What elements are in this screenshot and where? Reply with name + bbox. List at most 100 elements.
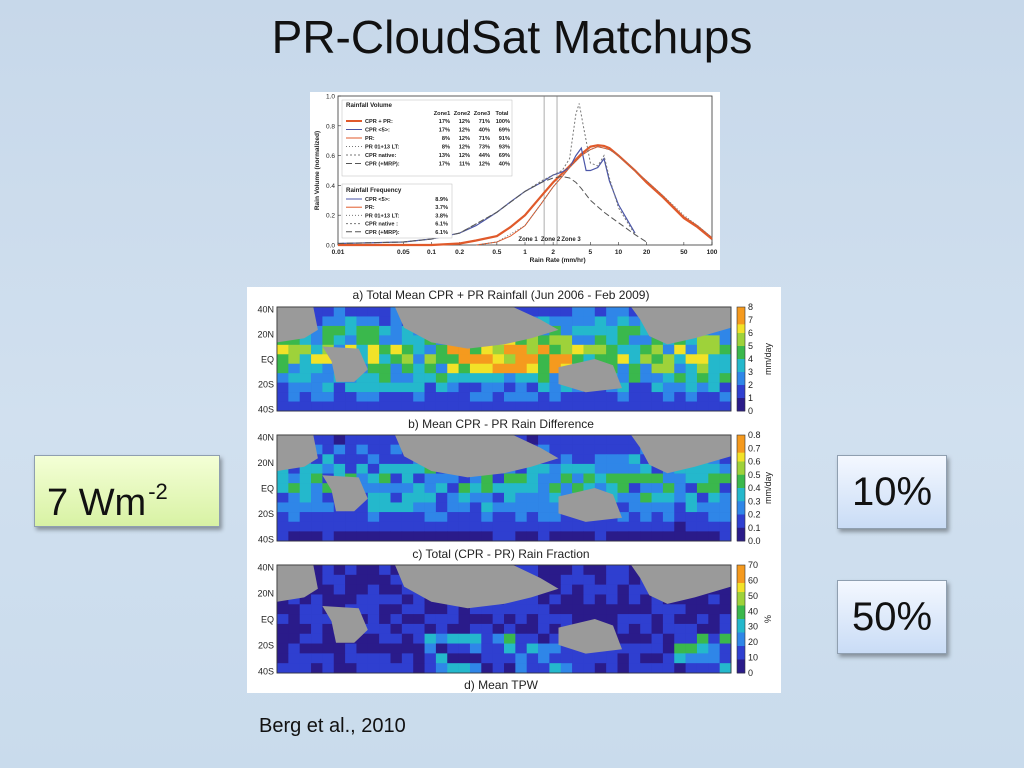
map-cell — [662, 483, 675, 494]
map-cell — [333, 325, 346, 336]
map-cell — [447, 373, 459, 383]
map-cell — [617, 373, 630, 383]
map-cell — [322, 653, 335, 664]
map-cell — [662, 633, 675, 644]
map-cell — [390, 483, 403, 494]
map-cell — [549, 354, 562, 365]
map-cell — [560, 316, 573, 327]
map-cell — [572, 584, 584, 595]
map-cell — [526, 633, 539, 644]
map-cell — [424, 401, 437, 412]
colorbar-cell-1 — [737, 496, 745, 502]
map-cell — [696, 463, 709, 474]
map-cell — [538, 614, 550, 625]
map-cell — [617, 354, 630, 365]
map-cell — [594, 392, 607, 402]
map-cell — [719, 392, 732, 402]
map-cell — [640, 633, 652, 644]
map-cell — [333, 663, 346, 674]
map-cell — [356, 594, 369, 605]
map-cell — [685, 401, 698, 412]
map-cell — [583, 463, 596, 474]
map-cell — [469, 392, 482, 402]
map-cell — [515, 531, 527, 542]
map-cell — [606, 614, 618, 625]
map-cell — [708, 614, 720, 625]
legend-volume-value-2-0: 8% — [442, 136, 450, 142]
map-cell — [696, 604, 709, 615]
map-cell — [662, 401, 675, 412]
colorbar-frame-0 — [736, 306, 746, 412]
colorbar-cell-2 — [737, 605, 745, 611]
map-cell — [696, 401, 709, 412]
map-cell — [628, 354, 641, 365]
map-cell — [447, 502, 459, 513]
map-cell — [719, 463, 732, 474]
map-cell — [367, 565, 380, 576]
map-cell — [651, 463, 664, 474]
map-cell — [651, 483, 664, 494]
map-cell — [299, 373, 312, 383]
map-cell — [719, 382, 732, 393]
legend-volume-header-2: Zone3 — [474, 111, 490, 117]
map-cell — [617, 316, 630, 327]
map-cell — [515, 521, 527, 532]
map-cell — [288, 623, 300, 635]
map-cell — [379, 444, 391, 455]
map-cell — [685, 492, 698, 503]
map-cell — [696, 663, 709, 674]
map-cell — [651, 633, 664, 644]
map-cell — [288, 594, 300, 605]
colorbar-cell-0 — [737, 376, 745, 382]
map-cell — [560, 521, 573, 532]
map-cell — [299, 354, 312, 365]
map-cell — [515, 653, 527, 664]
map-cell — [549, 392, 562, 402]
colorbar-cell-0 — [737, 346, 745, 351]
map-cell — [572, 473, 584, 484]
map-cell — [685, 373, 698, 383]
map-cell — [696, 521, 709, 532]
map-cell — [696, 483, 709, 494]
map-cell — [367, 363, 380, 374]
map-cell — [719, 502, 732, 513]
map-cell — [538, 574, 550, 585]
map-cell — [356, 325, 369, 336]
map-cell — [367, 454, 380, 465]
map-cell — [719, 633, 732, 644]
colorbar-cell-2 — [737, 583, 745, 588]
legend-volume-value-0-2: 71% — [479, 119, 490, 125]
map-cell — [345, 444, 357, 455]
map-cell — [379, 392, 391, 402]
map-cell — [413, 354, 425, 365]
map-cell — [628, 512, 641, 523]
map-cell — [719, 363, 732, 374]
map-cell — [379, 373, 391, 383]
map-cell — [696, 633, 709, 644]
colorbar-cell-1 — [737, 448, 745, 454]
map-cell — [662, 604, 675, 615]
map-cell — [526, 435, 539, 445]
map-cell — [594, 435, 607, 445]
colorbar-cell-2 — [737, 601, 745, 606]
map-cell — [390, 382, 403, 393]
map-cell — [674, 344, 686, 355]
map-cell — [288, 363, 300, 374]
map-cell — [504, 502, 516, 513]
legend-volume-value-5-2: 12% — [479, 162, 490, 168]
colorbar-cell-1 — [737, 536, 745, 542]
map-cell — [685, 354, 698, 365]
map-cell — [401, 623, 414, 635]
map-cell — [288, 473, 300, 484]
colorbar-tick-1-4: 0.4 — [748, 483, 761, 493]
map-cell — [719, 454, 732, 465]
x-tick-label-9: 20 — [643, 249, 651, 256]
map-cell — [640, 623, 652, 635]
legend-volume-value-3-3: 93% — [499, 145, 510, 151]
map-cell — [401, 512, 414, 523]
map-cell — [594, 463, 607, 474]
map-cell — [288, 344, 300, 355]
map-cell — [685, 392, 698, 402]
map-cell — [469, 512, 482, 523]
map-cell — [696, 335, 709, 346]
